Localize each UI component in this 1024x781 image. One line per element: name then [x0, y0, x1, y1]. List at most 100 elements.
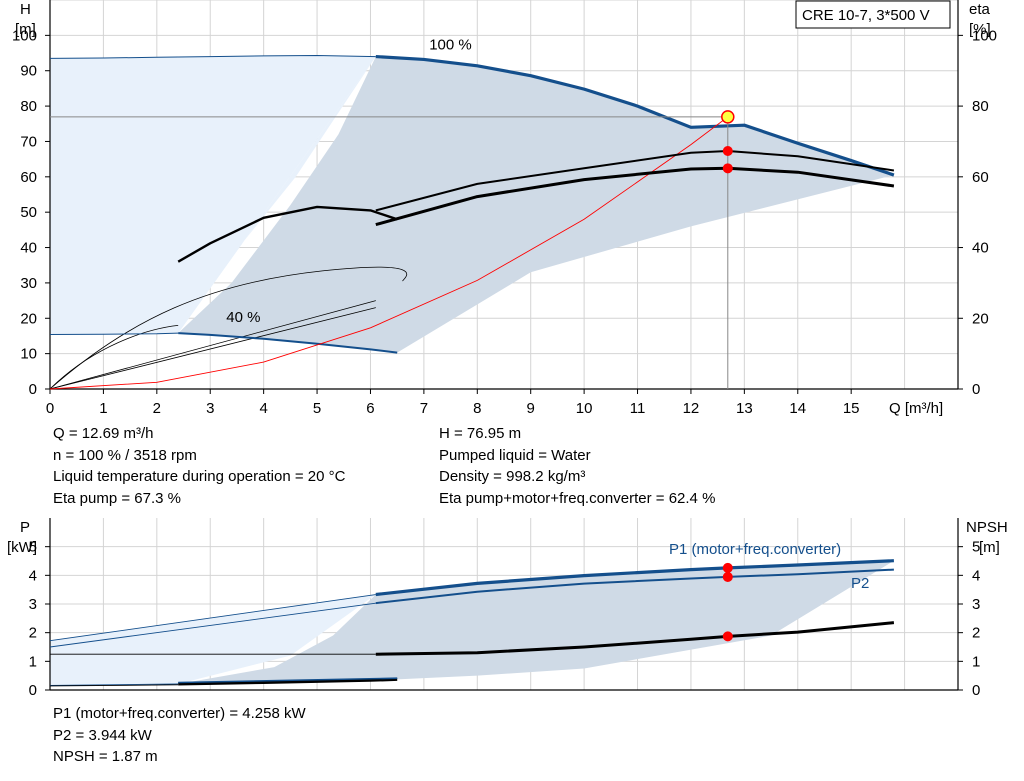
eta-pump-line — [375, 150, 895, 212]
x-tick-label: 7 — [420, 400, 428, 417]
y-axis-label: H — [20, 1, 31, 18]
info-liquid-temperature: Liquid temperature during operation = 20… — [53, 468, 346, 485]
info-pumped-liquid: Pumped liquid = Water — [439, 446, 591, 464]
y2-tick-label: 0 — [972, 381, 980, 398]
y-axis-label: P — [20, 519, 30, 536]
operating-region — [178, 56, 894, 353]
x-axis-label: Q [m³/h] — [889, 400, 943, 417]
x-tick-label: 11 — [630, 400, 646, 417]
x-tick-label: 12 — [683, 400, 700, 417]
x-tick-label: 15 — [843, 400, 860, 417]
x-tick-label: 2 — [153, 400, 161, 417]
y2-tick-label: 1 — [972, 653, 980, 670]
x-tick-label: 13 — [736, 400, 753, 417]
speed-annotation: 100 % — [429, 37, 472, 54]
y-tick-label: 20 — [20, 310, 37, 327]
y2-tick-label: 100 — [972, 27, 997, 44]
y-tick-label: 100 — [12, 27, 37, 44]
info-head: H = 76.95 m — [439, 425, 522, 442]
info-p1: P1 (motor+freq.converter) = 4.258 kW — [53, 705, 306, 722]
eta-40-line — [177, 205, 398, 263]
low-flow-power-region — [50, 594, 376, 686]
x-tick-label: 0 — [46, 400, 54, 417]
x-tick-label: 10 — [576, 400, 593, 417]
x-tick-label: 1 — [99, 400, 107, 417]
p-40-low-range-line-2 — [49, 684, 179, 687]
x-tick-label: 8 — [473, 400, 481, 417]
info-eta-pump: Eta pump = 67.3 % — [53, 489, 181, 507]
y2-tick-label: 60 — [972, 169, 989, 186]
y-tick-label: 90 — [20, 63, 37, 80]
speed-annotation: 40 % — [226, 309, 260, 326]
info-flow: Q = 12.69 m³/h — [53, 425, 154, 442]
y-tick-label: 80 — [20, 98, 37, 115]
low-flow-wedge — [178, 56, 376, 334]
eta-40-low-curve — [49, 324, 179, 390]
y-tick-label: 5 — [29, 539, 37, 556]
low-flow-region — [50, 55, 376, 335]
x-tick-label: 6 — [366, 400, 374, 417]
eta-low-range-curve — [49, 266, 408, 390]
eta-total-duty-point — [722, 163, 733, 174]
npsh-line — [375, 621, 895, 656]
info-speed: n = 100 % / 3518 rpm — [53, 446, 197, 464]
npsh-duty-point — [722, 631, 733, 642]
y2-tick-label: 2 — [972, 625, 980, 642]
p1-40-line — [178, 677, 398, 684]
y2-axis-unit: [%] — [969, 21, 991, 38]
y-tick-label: 50 — [20, 204, 37, 221]
p-40-low-range-line — [49, 683, 179, 686]
info-eta-total: Eta pump+motor+freq.converter = 62.4 % — [439, 489, 716, 507]
info-density: Density = 998.2 kg/m³ — [439, 468, 586, 485]
head-100-line — [375, 54, 895, 177]
p1-duty-point — [722, 562, 733, 573]
p2-series-label: P2 — [851, 575, 869, 592]
p1-series-label: P1 (motor+freq.converter) — [669, 541, 841, 558]
system-curve-line — [49, 116, 729, 390]
p2-line — [375, 568, 894, 605]
power-info: P1 (motor+freq.converter) = 4.258 kW P2 … — [53, 703, 306, 768]
head-efficiency-panel: 0 1 2 3 4 5 6 7 8 9 10 11 12 13 14 15010203040506070809… — [12, 0, 997, 417]
eta-pump-duty-point — [722, 146, 733, 157]
eta-total-line — [375, 166, 895, 227]
eta-pump-low-curve — [49, 300, 376, 390]
p2-low-range-line — [49, 602, 376, 648]
pump-title: CRE 10-7, 3*500 V — [802, 7, 930, 24]
y2-tick-label: 5 — [972, 539, 980, 556]
y-axis-unit: [kW] — [7, 539, 37, 556]
x-tick-label: 5 — [313, 400, 321, 417]
head-100-low-range-line — [49, 54, 376, 59]
p-40-line — [178, 677, 398, 686]
p1-low-range-line — [49, 594, 376, 642]
y-tick-label: 70 — [20, 133, 37, 150]
y-tick-label: 10 — [20, 346, 37, 363]
y-tick-label: 2 — [29, 625, 37, 642]
duty-info-left: Q = 12.69 m³/h n = 100 % / 3518 rpm Liqu… — [53, 423, 345, 509]
y-tick-label: 4 — [29, 567, 37, 584]
y2-axis-unit: [m] — [979, 539, 1000, 556]
y2-axis-label: eta — [969, 1, 991, 18]
title-box: CRE 10-7, 3*500 V — [795, 0, 951, 29]
y2-tick-label: 3 — [972, 596, 980, 613]
y-tick-label: 30 — [20, 275, 37, 292]
y2-axis-label: NPSH — [966, 519, 1008, 536]
y-tick-label: 60 — [20, 169, 37, 186]
p2-duty-point — [722, 571, 733, 582]
y-tick-label: 0 — [29, 682, 37, 699]
operating-power-region — [178, 560, 894, 684]
head-40-low-range-line — [49, 332, 179, 335]
y-tick-label: 40 — [20, 240, 37, 257]
y2-tick-label: 40 — [972, 240, 989, 257]
x-tick-label: 9 — [527, 400, 535, 417]
y2-tick-label: 80 — [972, 98, 989, 115]
y-tick-label: 0 — [29, 381, 37, 398]
power-npsh-panel: 0 0 1 1 2 2 3 3 4 4 5 5 P [kW] NPSH [m] P1 (motor+freq.c… — [7, 518, 1008, 699]
x-tick-label: 3 — [206, 400, 214, 417]
info-npsh: NPSH = 1.87 m — [53, 748, 158, 765]
p1-line — [375, 559, 894, 597]
y-axis-unit: [m] — [15, 21, 36, 38]
duty-info-right: H = 76.95 m Pumped liquid = Water Densit… — [439, 423, 715, 509]
y-tick-label: 1 — [29, 653, 37, 670]
x-tick-label: 4 — [259, 400, 267, 417]
